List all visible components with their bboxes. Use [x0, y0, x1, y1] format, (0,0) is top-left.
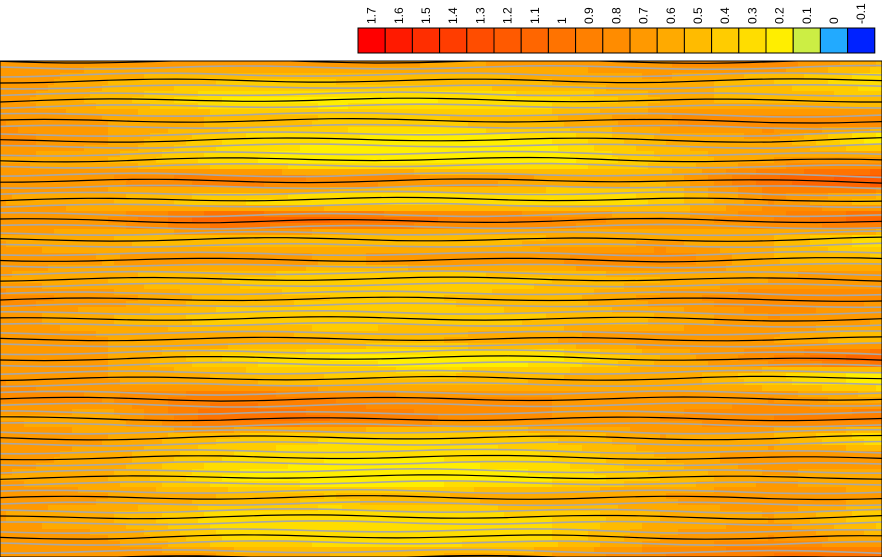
colorbar-tick-label: 1.5 — [419, 7, 433, 24]
colorbar-swatch — [792, 27, 821, 54]
colorbar-tick-label: 1.3 — [473, 7, 487, 24]
colorbar-swatch — [493, 27, 522, 54]
colorbar-swatch — [656, 27, 685, 54]
colorbar-swatch — [683, 27, 713, 54]
colorbar-swatch — [765, 27, 794, 54]
colorbar-tick-label: 0.5 — [691, 7, 705, 24]
colorbar-tick-label: 1.7 — [365, 7, 379, 24]
colorbar-tick-label: 0 — [827, 17, 841, 24]
colorbar-tick-label: 0.8 — [609, 7, 623, 24]
colorbar-swatch — [711, 27, 740, 54]
colorbar-tick-label: 1.6 — [392, 7, 406, 24]
colorbar-swatch — [384, 27, 413, 54]
colorbar-tick-label: 0.9 — [582, 7, 596, 24]
plot-area — [0, 61, 882, 557]
colorbar-tick-label: 1.2 — [501, 7, 515, 24]
colorbar-swatch — [819, 27, 849, 54]
colorbar-swatch — [439, 27, 468, 54]
colorbar-swatch — [629, 27, 658, 54]
colorbar-swatch — [847, 27, 876, 54]
colorbar-tick-label: 1.4 — [446, 7, 460, 24]
colorbar-tick-label: 0.2 — [773, 7, 787, 24]
colorbar-swatch — [466, 27, 495, 54]
plot-border — [0, 60, 882, 557]
colorbar-swatch — [520, 27, 549, 54]
colorbar-tick-label: 0.1 — [800, 7, 814, 24]
colorbar-swatch — [602, 27, 631, 54]
colorbar-legend: 1.7 1.6 1.5 1.4 1.3 1.2 1.1 1 0.9 0.8 0.7 0.6 0.5 0.4… — [357, 3, 876, 54]
colorbar-swatch — [575, 27, 604, 54]
colorbar-tick-label: 1.1 — [528, 7, 542, 24]
colorbar-swatch — [547, 27, 577, 54]
colorbar-tick-label: 0.3 — [745, 7, 759, 24]
colorbar-swatch — [357, 27, 386, 54]
colorbar-swatch — [411, 27, 441, 54]
colorbar-tick-label: 0.6 — [664, 7, 678, 24]
colorbar-tick-label: 0.7 — [637, 7, 651, 24]
colorbar-tick-label: 0.4 — [718, 7, 732, 24]
colorbar-swatch — [738, 27, 767, 54]
contour-lines — [0, 61, 882, 557]
colorbar-tick-label: 1 — [555, 17, 569, 24]
colorbar-tick-label: -0.1 — [854, 3, 868, 24]
